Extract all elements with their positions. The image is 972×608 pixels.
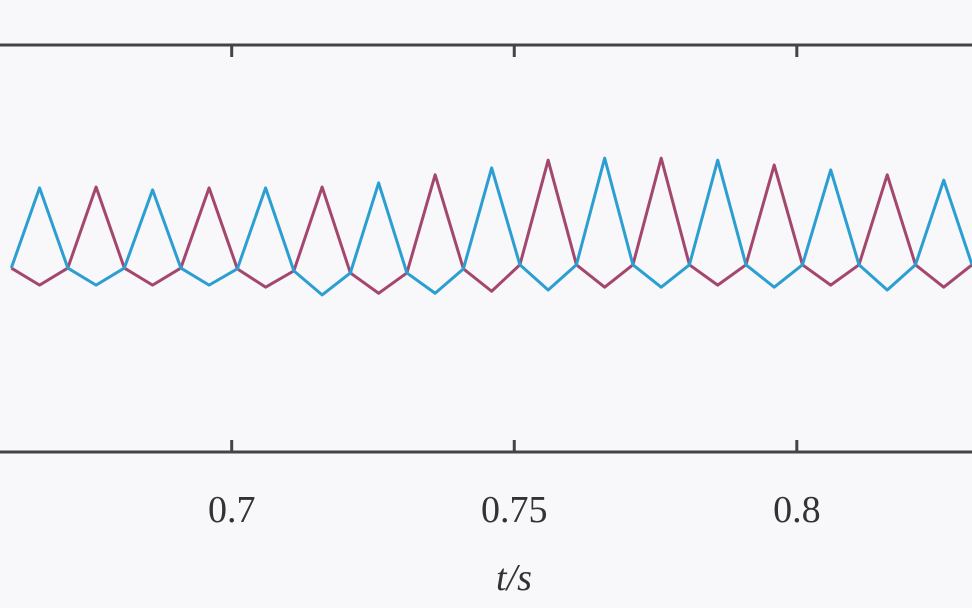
x-tick-label: 0.8 bbox=[773, 489, 821, 531]
data-line bbox=[9, 156, 972, 297]
x-tick-label: 0.75 bbox=[481, 489, 548, 531]
x-tick-label: 0.7 bbox=[208, 489, 256, 531]
data-line bbox=[10, 156, 972, 295]
x-axis-label: t/s bbox=[496, 557, 532, 599]
